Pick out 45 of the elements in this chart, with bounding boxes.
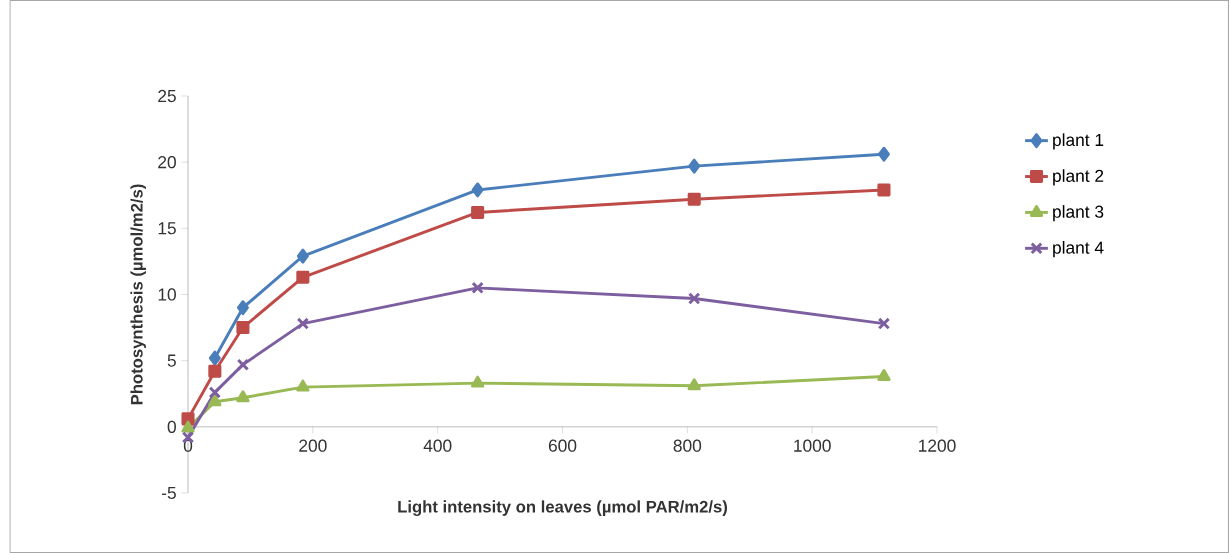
y-tick-label: 25: [158, 89, 176, 103]
point: [688, 292, 701, 305]
y-tick-label: 10: [158, 288, 176, 301]
point: [296, 317, 310, 330]
x-tick-label: 400: [423, 439, 452, 452]
point: [208, 386, 222, 399]
point: [296, 379, 310, 392]
point: [471, 205, 485, 219]
point: [877, 317, 891, 330]
legend-label: plant 4: [1053, 241, 1104, 258]
point: [236, 358, 250, 371]
point: [236, 390, 250, 403]
y-tick-label: 0: [167, 420, 176, 433]
x-tick-label: 1200: [919, 439, 956, 452]
point: [877, 369, 891, 381]
point: [687, 192, 701, 206]
y-tick-label: 15: [158, 222, 176, 235]
point: [208, 364, 222, 378]
point: [236, 300, 249, 316]
point: [236, 321, 250, 335]
y-tick-label: -5: [162, 486, 176, 500]
point: [687, 378, 701, 391]
legend-label: plant 3: [1053, 205, 1104, 222]
point: [470, 375, 485, 388]
point: [208, 350, 221, 366]
point: [181, 420, 195, 433]
x-tick-label: 0: [183, 439, 193, 452]
legend-label: plant 1: [1053, 133, 1104, 150]
point: [296, 270, 310, 284]
legend-label: plant 2: [1053, 169, 1104, 186]
point: [471, 281, 484, 295]
x-axis-title: Light intensity on leaves (µmol PAR/m2/s): [398, 500, 727, 516]
x-tick-label: 200: [299, 439, 327, 452]
point: [688, 158, 701, 174]
y-tick-label: 20: [158, 156, 176, 169]
x-tick-label: 600: [548, 439, 577, 452]
point: [471, 182, 484, 198]
x-tick-label: 1000: [794, 439, 831, 452]
point: [296, 248, 309, 264]
point: [877, 146, 890, 162]
x-tick-label: 800: [673, 439, 702, 452]
y-axis-title: Photosynthesis (µmol/m2/s): [130, 184, 146, 405]
y-tick-label: 5: [167, 354, 176, 367]
point: [877, 183, 891, 197]
point: [208, 394, 222, 407]
